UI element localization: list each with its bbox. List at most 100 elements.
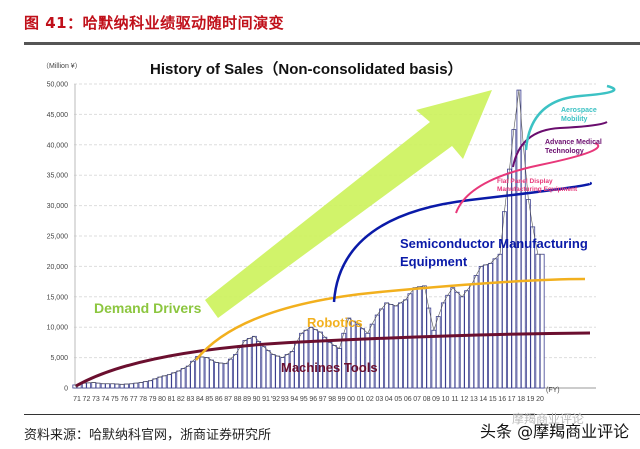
bar — [308, 326, 314, 389]
x-tick-label: 09 — [432, 396, 440, 403]
x-tick-label: 86 — [215, 396, 223, 403]
x-tick-label: 74 — [101, 396, 109, 403]
y-axis-ticks: 0 5,000 10,000 15,000 20,000 25,000 30,000 35,0… — [47, 82, 69, 393]
bar — [119, 383, 125, 389]
annotation-medical-line1: Advance Medical — [545, 139, 602, 146]
bar — [223, 363, 229, 389]
x-tick-label: 06 — [404, 396, 412, 403]
x-tick-label: 90 — [253, 396, 261, 403]
bar — [214, 362, 219, 389]
bar — [237, 347, 243, 389]
bar — [384, 302, 390, 389]
x-tick-label: 96 — [309, 396, 317, 403]
x-tick-label: 84 — [196, 396, 204, 403]
bar — [492, 258, 498, 389]
bar — [270, 354, 276, 389]
x-tick-label: 93 — [281, 396, 289, 403]
bar — [431, 329, 437, 389]
title-rule — [24, 42, 640, 45]
bar — [261, 346, 267, 389]
x-tick-label: 72 — [83, 396, 91, 403]
y-tick-label: 35,000 — [47, 173, 69, 180]
footer-rule — [24, 414, 640, 415]
y-tick-label: 5,000 — [50, 355, 68, 362]
x-tick-label: 97 — [319, 396, 327, 403]
driver-curves — [75, 84, 616, 388]
x-tick-label: 05 — [394, 396, 402, 403]
bar — [233, 354, 238, 389]
x-tick-label: 13 — [470, 396, 478, 403]
bar — [157, 376, 163, 389]
watermark: 头条 @摩羯商业评论 — [480, 422, 630, 441]
x-tick-label: 04 — [385, 396, 393, 403]
aerospace-curve — [524, 84, 616, 151]
y-tick-label: 40,000 — [47, 142, 69, 149]
x-tick-label: 73 — [92, 396, 100, 403]
flat-panel-curve — [455, 142, 600, 214]
x-tick-label: 75 — [111, 396, 119, 403]
bar — [129, 383, 134, 389]
bar — [511, 129, 517, 389]
source-note: 资料来源：哈默纳科官网，浙商证券研究所 — [24, 428, 272, 443]
bar — [133, 382, 139, 389]
bar — [464, 290, 469, 389]
y-unit-label: （Million ¥） — [42, 62, 82, 70]
x-unit-label: (FY) — [546, 387, 560, 394]
annotation-semiconductor-line1: Semiconductor Manufacturing — [400, 236, 588, 251]
bar — [374, 314, 380, 389]
x-tick-label: 16 — [498, 396, 506, 403]
annotation-flat-panel-line1: Flat Panel Display — [497, 178, 553, 185]
bar — [95, 382, 101, 389]
robotics-curve — [195, 277, 586, 361]
x-tick-label: 19 — [527, 396, 535, 403]
bar — [227, 358, 233, 389]
bar — [507, 168, 512, 389]
bar — [190, 360, 195, 389]
x-tick-label: 83 — [186, 396, 194, 403]
bar — [407, 293, 413, 389]
bar — [166, 374, 172, 389]
bar — [535, 253, 541, 389]
annotation-semiconductor-line2: Equipment — [400, 254, 468, 269]
bar — [91, 382, 97, 389]
bar — [218, 362, 224, 389]
bar — [256, 341, 262, 389]
machine-tools-curve — [75, 331, 591, 388]
x-tick-label: 94 — [290, 396, 298, 403]
bar — [114, 383, 120, 389]
x-tick-label: 80 — [158, 396, 166, 403]
x-tick-label: 95 — [300, 396, 308, 403]
x-tick-label: 81 — [168, 396, 176, 403]
bar — [525, 199, 531, 389]
y-tick-label: 0 — [64, 386, 68, 393]
bar — [454, 291, 460, 389]
x-tick-label: 01 — [357, 396, 365, 403]
bar — [388, 303, 394, 389]
bar — [403, 299, 408, 389]
x-tick-label: 18 — [517, 396, 525, 403]
x-axis-ticks: 71 72 73 74 75 76 77 78 79 80 81 82 83 84 85 86 87 88 89 90… — [73, 396, 544, 403]
y-tick-label: 30,000 — [47, 203, 69, 210]
bar — [265, 350, 271, 389]
bar — [124, 383, 129, 389]
x-tick-label: 12 — [461, 396, 469, 403]
bar — [142, 381, 148, 389]
annotation-aerospace-line2: Mobility — [561, 116, 588, 123]
bar — [105, 383, 110, 389]
x-tick-label: 17 — [508, 396, 516, 403]
bar — [393, 305, 399, 389]
bar — [161, 375, 167, 389]
bar — [539, 253, 545, 389]
annotation-medical-line2: Technology — [545, 148, 584, 155]
x-tick-label: 88 — [234, 396, 242, 403]
x-tick-label: 89 — [243, 396, 251, 403]
y-tick-label: 25,000 — [47, 234, 69, 241]
bar — [138, 382, 144, 389]
bar — [440, 302, 446, 389]
x-tick-label: 85 — [205, 396, 213, 403]
x-tick-label: 87 — [224, 396, 232, 403]
watermark-faint: 摩羯商业评论 — [512, 412, 585, 426]
x-tick-label: 20 — [536, 396, 544, 403]
x-tick-label: 99 — [338, 396, 346, 403]
